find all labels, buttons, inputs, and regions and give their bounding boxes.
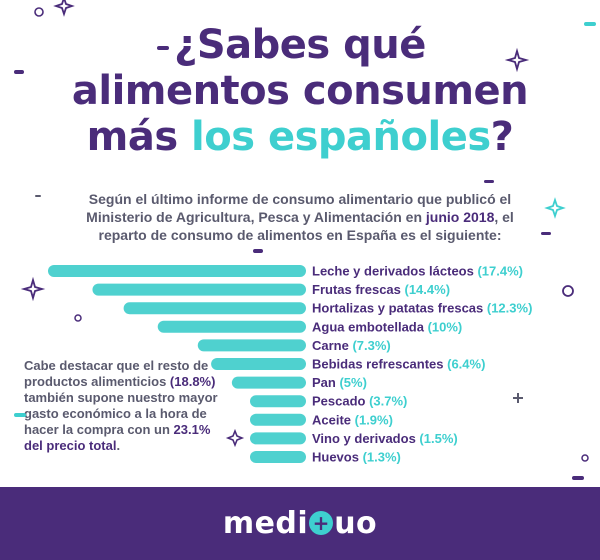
side-note-highlight-2: 23.1% del precio total <box>24 422 211 453</box>
category-label: Pan <box>312 375 339 390</box>
circle-decoration <box>74 314 82 322</box>
value-label: (7.3%) <box>352 338 390 353</box>
bar-8 <box>250 395 306 408</box>
bar-label-10: Vino y derivados (1.5%) <box>312 431 458 446</box>
sparkle-icon <box>544 197 566 219</box>
page-title: ¿Sabes qué alimentos consumen más los es… <box>0 22 600 160</box>
category-label: Frutas frescas <box>312 282 405 297</box>
bar-3 <box>123 302 306 315</box>
bar-10 <box>250 432 306 445</box>
dash-decoration <box>470 145 482 149</box>
brand-name-end: uo <box>334 506 378 541</box>
bar-11 <box>250 451 306 463</box>
brand-logo: medi + uo <box>0 487 600 560</box>
value-label: (5%) <box>339 375 366 390</box>
value-label: (6.4%) <box>447 357 485 372</box>
bar-label-6: Bebidas refrescantes (6.4%) <box>312 357 485 372</box>
title-question-mark: ? <box>490 114 514 160</box>
footer-bar: medi + uo <box>0 487 600 560</box>
dash-decoration <box>14 413 26 417</box>
plus-icon <box>513 393 523 403</box>
title-line-2: alimentos consumen <box>71 68 529 114</box>
side-note-text-3: . <box>116 438 121 453</box>
value-label: (3.7%) <box>369 394 407 409</box>
category-label: Hortalizas y patatas frescas <box>312 301 487 316</box>
decorations <box>14 0 596 480</box>
plus-icon: + <box>309 510 334 535</box>
dash-decoration <box>157 46 169 50</box>
side-note-text-1: Cabe destacar que el resto de productos … <box>24 358 209 389</box>
value-label: (1.5%) <box>419 431 457 446</box>
dash-decoration <box>484 180 494 183</box>
category-label: Aceite <box>312 412 355 427</box>
bar-9 <box>250 413 306 426</box>
bar-5 <box>197 339 306 352</box>
circle-decoration <box>581 454 589 462</box>
bar-7 <box>231 376 306 389</box>
sparkle-icon <box>20 276 46 302</box>
bar-label-11: Huevos (1.3%) <box>312 450 401 465</box>
bar-2 <box>92 283 306 296</box>
sparkle-icon <box>53 0 75 17</box>
category-label: Leche y derivados lácteos <box>312 264 477 279</box>
dash-decoration <box>584 22 596 26</box>
intro-text-end: , el reparto de consumo de alimentos en … <box>98 209 514 243</box>
bar-label-7: Pan (5%) <box>312 375 367 390</box>
category-label: Pescado <box>312 394 369 409</box>
intro-paragraph: Según el último informe de consumo alime… <box>80 190 520 244</box>
dash-decoration <box>35 195 41 197</box>
circle-decoration <box>34 7 44 17</box>
sparkle-icon <box>504 47 530 73</box>
sparkle-icon <box>225 428 245 448</box>
consumption-bar-chart: Leche y derivados lácteos (17.4%) Frutas … <box>48 264 532 465</box>
dash-decoration <box>541 232 551 235</box>
category-label: Agua embotellada <box>312 319 428 334</box>
side-note: Cabe destacar que el resto de productos … <box>24 358 224 454</box>
dash-decoration <box>14 70 24 74</box>
bar-label-4: Agua embotellada (10%) <box>312 319 462 334</box>
category-label: Huevos <box>312 450 363 465</box>
bar-label-1: Leche y derivados lácteos (17.4%) <box>312 264 523 279</box>
title-highlight: los españoles <box>191 114 491 160</box>
intro-date-highlight: junio 2018 <box>425 209 495 225</box>
brand-name-start: medi <box>222 506 309 541</box>
value-label: (1.3%) <box>363 450 401 465</box>
bar-label-2: Frutas frescas (14.4%) <box>312 282 450 297</box>
title-line-3: más los españoles? <box>0 114 600 160</box>
bar-label-5: Carne (7.3%) <box>312 338 391 353</box>
bar-4 <box>157 320 306 333</box>
intro-text-start: Según el último informe de consumo alime… <box>86 191 512 225</box>
title-line-3-start: más <box>86 114 192 160</box>
category-label: Vino y derivados <box>312 431 419 446</box>
value-label: (14.4%) <box>405 282 451 297</box>
category-label: Carne <box>312 338 352 353</box>
title-line-1: ¿Sabes qué <box>174 22 426 68</box>
bar-label-3: Hortalizas y patatas frescas (12.3%) <box>312 301 532 316</box>
value-label: (10%) <box>428 319 463 334</box>
value-label: (17.4%) <box>477 264 523 279</box>
value-label: (1.9%) <box>355 412 393 427</box>
bar-6 <box>211 358 306 370</box>
circle-decoration <box>562 285 574 297</box>
value-label: (12.3%) <box>487 301 533 316</box>
category-label: Bebidas refrescantes <box>312 357 447 372</box>
side-note-text-2: también supone nuestro mayor gasto econó… <box>24 390 218 437</box>
bar-1 <box>48 265 306 277</box>
bar-label-8: Pescado (3.7%) <box>312 394 407 409</box>
bar-label-9: Aceite (1.9%) <box>312 412 393 427</box>
dash-decoration <box>253 249 263 253</box>
dash-decoration <box>572 476 584 480</box>
side-note-highlight-1: (18.8%) <box>169 374 216 389</box>
